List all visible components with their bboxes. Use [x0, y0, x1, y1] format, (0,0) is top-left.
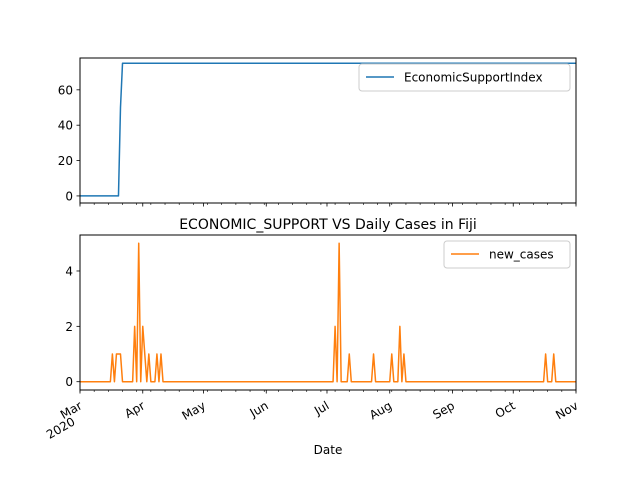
x-tick-label: Jul — [311, 398, 331, 418]
top-legend-label: EconomicSupportIndex — [404, 71, 543, 85]
top-y-tick-label: 60 — [58, 83, 73, 97]
bottom-legend-label: new_cases — [489, 248, 554, 262]
bottom-y-tick-label: 0 — [65, 375, 73, 389]
bottom-chart-title: ECONOMIC_SUPPORT VS Daily Cases in Fiji — [179, 217, 477, 233]
bottom-y-tick-label: 4 — [65, 264, 73, 278]
top-y-tick-label: 0 — [65, 189, 73, 203]
top-y-axis: 0 20 40 60 — [58, 83, 80, 203]
bottom-legend: new_cases — [443, 240, 571, 269]
top-plot-lines — [80, 62, 576, 197]
bottom-y-axis: 0 2 4 — [65, 264, 80, 389]
bottom-legend-box — [443, 240, 571, 269]
bottom-series-line — [80, 242, 576, 383]
x-axis-label: Date — [314, 443, 343, 457]
top-subplot: 0 20 40 60 EconomicSupportIndex — [58, 57, 577, 207]
top-legend: EconomicSupportIndex — [358, 63, 571, 92]
top-series-line — [80, 62, 576, 197]
bottom-y-tick-label: 2 — [65, 320, 73, 334]
bottom-plot-frame — [79, 234, 577, 391]
bottom-plot-lines — [80, 242, 576, 383]
top-y-tick-label: 20 — [58, 154, 73, 168]
top-legend-box — [358, 63, 571, 92]
top-plot-frame — [79, 57, 577, 204]
top-y-tick-label: 40 — [58, 119, 73, 133]
